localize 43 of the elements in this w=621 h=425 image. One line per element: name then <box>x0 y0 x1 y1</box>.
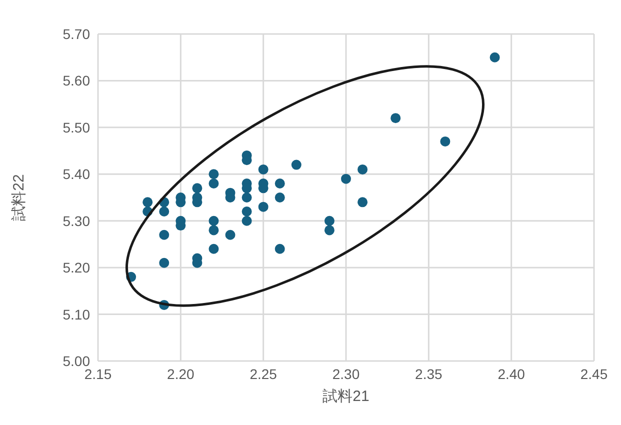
y-tick-label: 5.60 <box>62 72 90 89</box>
point <box>159 206 170 217</box>
y-axis-title: 試料22 <box>10 174 28 221</box>
point <box>242 192 252 202</box>
y-tick-label: 5.20 <box>62 260 90 276</box>
y-tick-label: 5.70 <box>62 26 90 42</box>
point <box>258 202 268 212</box>
x-tick-label: 2.25 <box>250 366 278 382</box>
point <box>159 258 170 268</box>
y-tick-label: 5.50 <box>62 119 90 136</box>
point <box>358 164 368 174</box>
point <box>192 183 202 194</box>
point <box>341 174 351 184</box>
point <box>440 136 450 146</box>
point <box>225 230 236 240</box>
y-tick-label: 5.30 <box>62 212 90 229</box>
point <box>490 52 500 62</box>
point <box>208 178 219 188</box>
y-tick-label: 5.40 <box>62 166 90 182</box>
x-tick-label: 2.40 <box>498 366 526 382</box>
x-tick-label: 2.20 <box>167 366 195 382</box>
point <box>159 230 170 240</box>
point <box>324 216 334 226</box>
x-tick-label: 2.30 <box>332 366 360 382</box>
point <box>142 197 153 208</box>
x-tick-label: 2.45 <box>580 366 608 382</box>
point <box>242 206 252 217</box>
point <box>358 197 368 208</box>
x-tick-label: 2.35 <box>415 366 443 382</box>
y-tick-label: 5.10 <box>62 306 90 322</box>
x-axis-title: 試料21 <box>322 388 370 405</box>
point <box>208 216 219 226</box>
point <box>208 244 219 254</box>
point <box>274 244 285 254</box>
point <box>291 160 302 170</box>
point <box>258 164 268 174</box>
point <box>208 225 219 236</box>
point <box>274 178 285 188</box>
point <box>242 216 252 226</box>
point <box>274 192 285 202</box>
point <box>390 113 401 124</box>
point <box>208 169 219 180</box>
point <box>324 225 334 236</box>
